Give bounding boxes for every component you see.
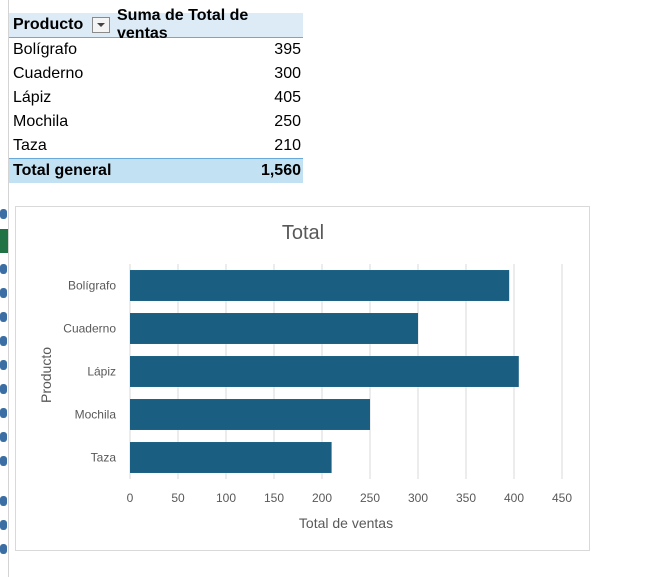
total-value[interactable]: 1,560 xyxy=(260,162,301,179)
row-value[interactable]: 405 xyxy=(274,89,301,106)
row-value[interactable]: 210 xyxy=(274,137,301,154)
chart-canvas: Total 0 50 100 150 200 250 300 350 400 450 Bolígra… xyxy=(38,222,572,531)
x-tick-label: 200 xyxy=(312,491,332,505)
total-label[interactable]: Total general xyxy=(13,162,112,179)
row-marker xyxy=(0,384,7,394)
bar-2[interactable] xyxy=(130,313,418,344)
pivot-row[interactable]: Cuaderno 300 xyxy=(9,62,303,86)
header-suma-total-ventas[interactable]: Suma de Total de ventas xyxy=(117,7,249,42)
x-tick-label: 0 xyxy=(127,491,134,505)
pivot-row[interactable]: Bolígrafo 395 xyxy=(9,38,303,62)
row-value[interactable]: 300 xyxy=(274,65,301,82)
x-tick-label: 250 xyxy=(360,491,380,505)
x-axis-title[interactable]: Total de ventas xyxy=(299,515,393,531)
x-tick-label: 350 xyxy=(456,491,476,505)
pivot-header-row: Producto Suma de Total de ventas xyxy=(9,7,303,42)
bar-3[interactable] xyxy=(130,356,519,387)
chevron-down-icon xyxy=(97,23,105,27)
x-tick-label: 50 xyxy=(171,491,185,505)
pivot-table: Producto Suma de Total de ventas Bolígra… xyxy=(9,7,303,183)
pivot-row[interactable]: Taza 210 xyxy=(9,134,303,158)
y-category-label: Cuaderno xyxy=(63,322,116,336)
row-label[interactable]: Bolígrafo xyxy=(13,41,78,58)
header-producto[interactable]: Producto xyxy=(13,16,84,33)
row-label[interactable]: Cuaderno xyxy=(13,65,84,82)
row-marker xyxy=(0,360,7,370)
row-marker xyxy=(0,520,7,530)
row-label[interactable]: Mochila xyxy=(13,113,69,130)
bar-5[interactable] xyxy=(130,442,332,473)
row-label[interactable]: Lápiz xyxy=(13,89,52,106)
x-tick-label: 450 xyxy=(552,491,572,505)
row-marker xyxy=(0,312,7,322)
row-marker xyxy=(0,264,7,274)
row-marker xyxy=(0,456,7,466)
pivot-row[interactable]: Mochila 250 xyxy=(9,110,303,134)
y-category-label: Lápiz xyxy=(87,365,116,379)
row-marker xyxy=(0,209,7,219)
y-axis-title[interactable]: Producto xyxy=(38,347,54,403)
x-tick-label: 400 xyxy=(504,491,524,505)
pivot-row[interactable]: Lápiz 405 xyxy=(9,86,303,110)
row-marker xyxy=(0,544,7,554)
x-tick-label: 100 xyxy=(216,491,236,505)
selected-row-indicator xyxy=(0,229,8,253)
row-marker xyxy=(0,288,7,298)
pivot-total-row[interactable]: Total general 1,560 xyxy=(9,158,303,183)
y-category-label: Taza xyxy=(91,451,117,465)
bar-4[interactable] xyxy=(130,399,370,430)
y-category-label: Bolígrafo xyxy=(68,279,116,293)
row-marker xyxy=(0,408,7,418)
y-category-label: Mochila xyxy=(75,408,117,422)
x-tick-label: 300 xyxy=(408,491,428,505)
row-marker xyxy=(0,336,7,346)
x-tick-label: 150 xyxy=(264,491,284,505)
pivot-chart[interactable]: Total 0 50 100 150 200 250 300 350 400 450 Bolígra… xyxy=(15,206,590,551)
filter-dropdown-button[interactable] xyxy=(92,17,110,33)
row-value[interactable]: 395 xyxy=(274,41,301,58)
chart-title[interactable]: Total xyxy=(282,222,324,244)
row-marker xyxy=(0,496,7,506)
row-label[interactable]: Taza xyxy=(13,137,47,154)
bar-1[interactable] xyxy=(130,270,510,301)
row-number-gutter xyxy=(0,0,9,577)
row-marker xyxy=(0,432,7,442)
row-value[interactable]: 250 xyxy=(274,113,301,130)
